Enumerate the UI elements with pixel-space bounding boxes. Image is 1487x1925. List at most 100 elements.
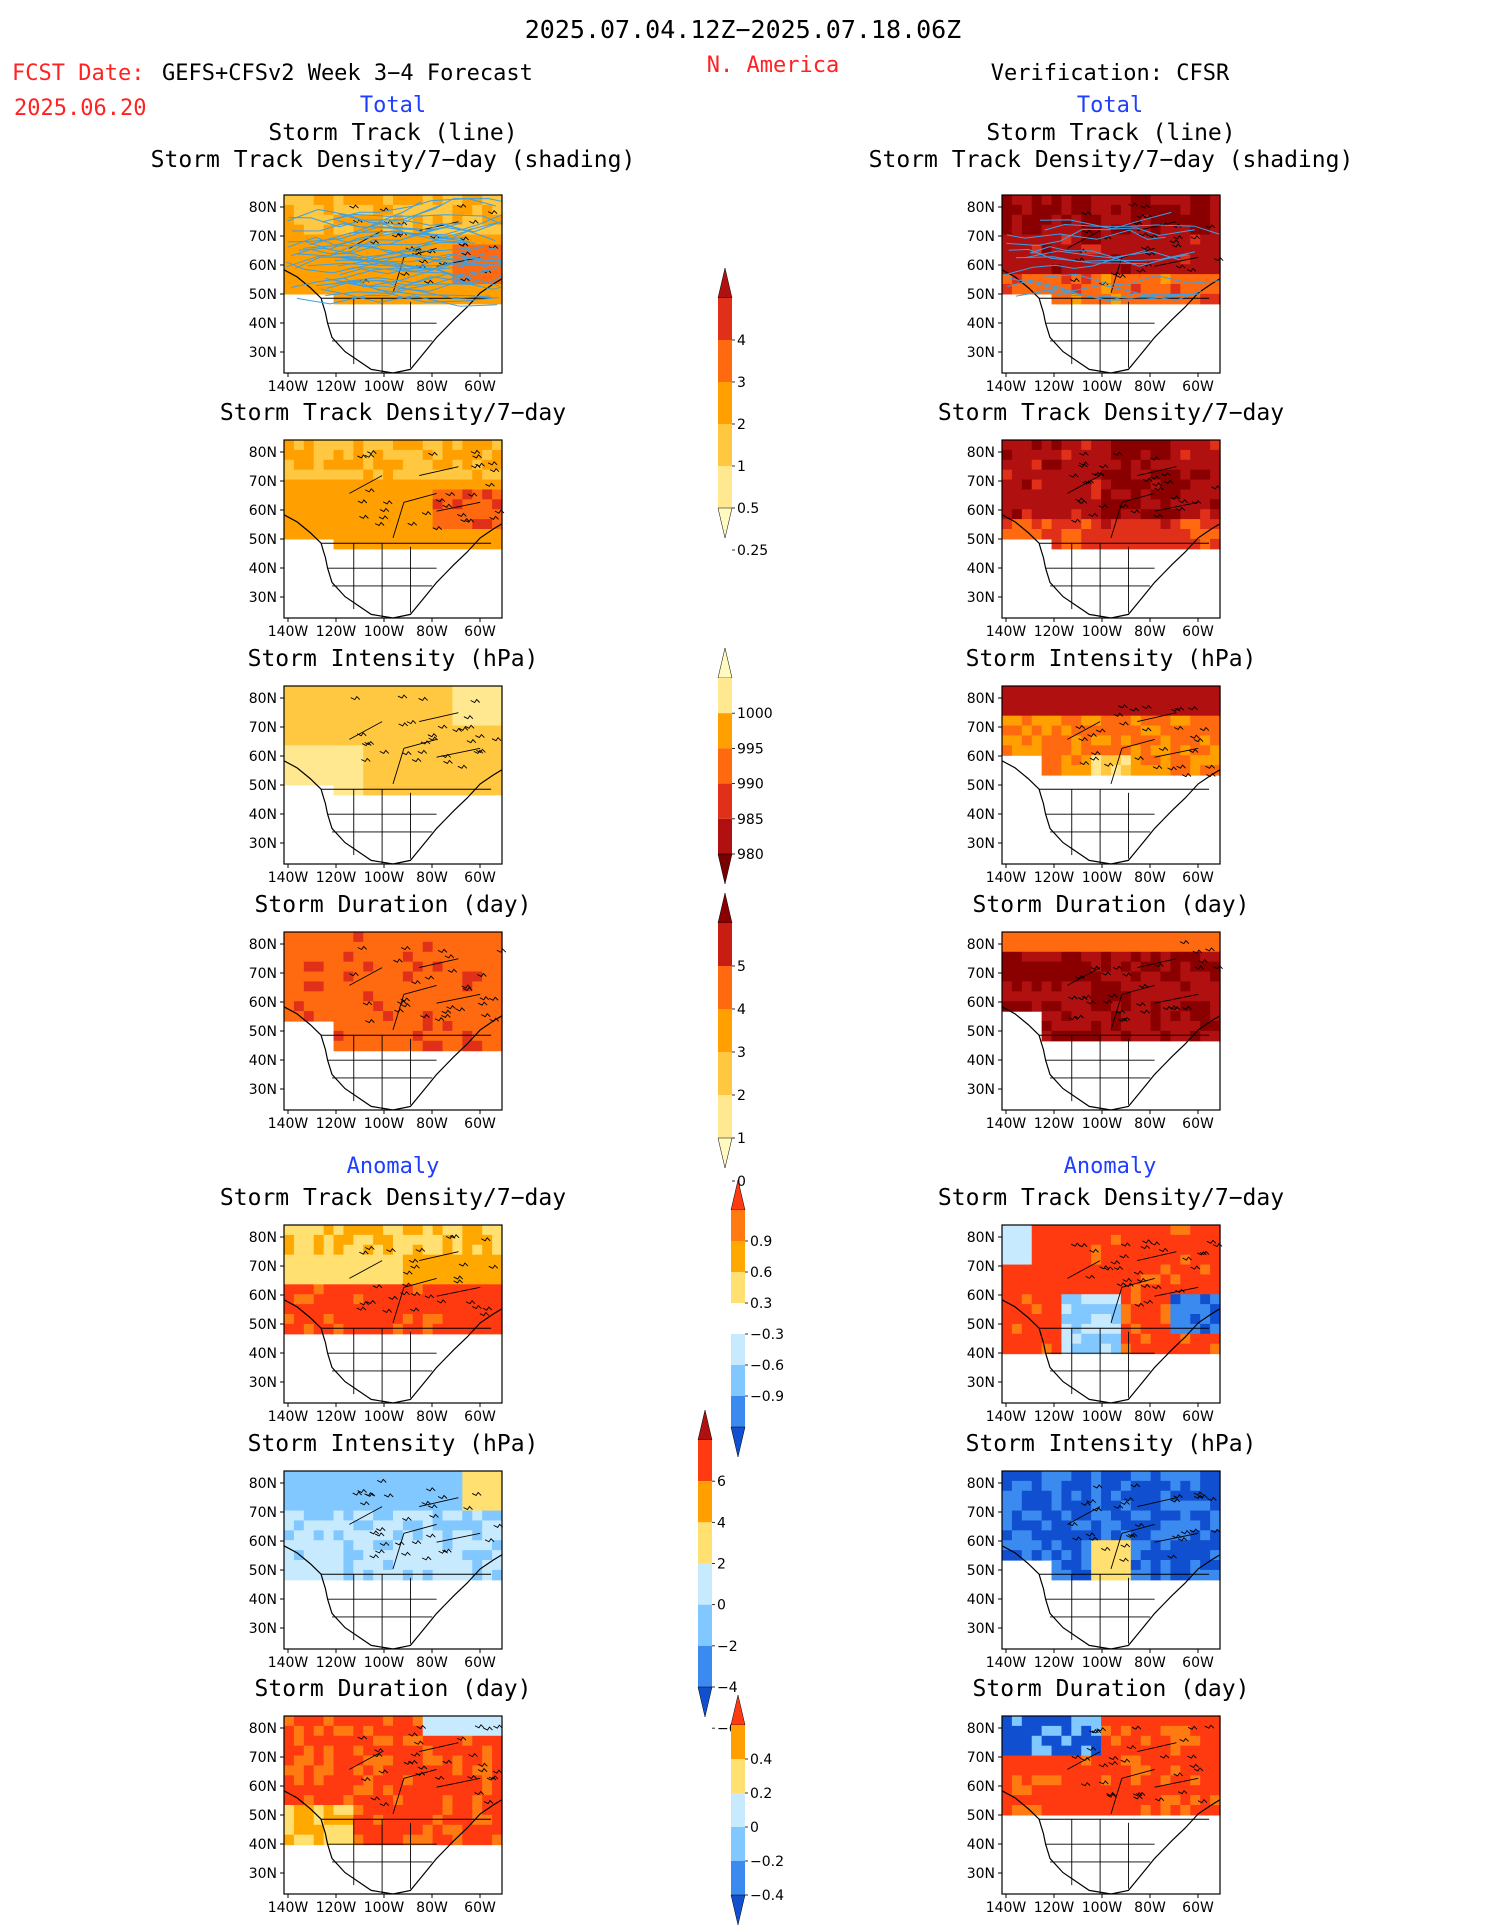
- heat-cell: [353, 449, 364, 461]
- lat-tick-label: 50N: [249, 1024, 277, 1040]
- heat-cell: [1190, 1480, 1201, 1492]
- heat-cell: [422, 686, 434, 697]
- coastline: [492, 1769, 503, 1774]
- heat-cell: [1081, 1264, 1092, 1276]
- heat-cell: [284, 1500, 295, 1512]
- heat-cell: [1061, 745, 1072, 756]
- heat-cell: [363, 1001, 374, 1012]
- heat-cell: [452, 538, 463, 550]
- map-panel-forecast-anom-intensity: [280, 1470, 504, 1653]
- heat-cell: [1120, 1745, 1132, 1757]
- heat-cell: [452, 981, 463, 992]
- heat-cell: [363, 1294, 374, 1305]
- heat-cell: [482, 1716, 493, 1727]
- coastline: [462, 986, 473, 992]
- heat-cell: [363, 538, 374, 550]
- heat-cell: [1071, 509, 1082, 520]
- heat-cell: [1021, 1254, 1033, 1266]
- heat-cell: [1021, 1530, 1033, 1541]
- heat-cell: [442, 735, 454, 746]
- coastline: [1113, 712, 1124, 717]
- heat-cell: [1130, 735, 1142, 746]
- heat-cell: [1091, 254, 1102, 265]
- heat-cell: [1011, 214, 1023, 226]
- heat-cell: [303, 1274, 315, 1285]
- heat-cell: [373, 1314, 384, 1325]
- heat-cell: [1160, 204, 1172, 216]
- boundary-line: [1067, 1751, 1101, 1770]
- heat-cell: [1071, 1560, 1082, 1571]
- coastline: [400, 271, 410, 276]
- colorbar-label: −4: [717, 1680, 738, 1696]
- heat-cell: [1210, 745, 1221, 756]
- heat-cell: [1031, 264, 1043, 275]
- heat-cell: [1051, 254, 1063, 265]
- heat-cell: [1071, 1333, 1082, 1345]
- heat-cell: [1091, 519, 1102, 530]
- coastline: [477, 1001, 488, 1006]
- colorbar-swatch: [718, 424, 732, 466]
- heat-cell: [1130, 244, 1142, 255]
- heat-cell: [1002, 686, 1013, 697]
- heat-cell: [1091, 1550, 1102, 1561]
- heat-cell: [323, 1001, 335, 1012]
- heat-cell: [313, 686, 325, 697]
- heat-cell: [1002, 509, 1013, 520]
- coastline: [1070, 277, 1080, 283]
- heat-cell: [313, 755, 325, 766]
- heat-cell: [393, 1834, 404, 1846]
- heat-cell: [373, 755, 384, 766]
- coastline: [471, 1491, 482, 1497]
- heat-cell: [323, 971, 335, 983]
- colorbar-label: 995: [737, 741, 764, 757]
- heat-cell: [373, 1805, 384, 1816]
- heat-cell: [1120, 284, 1132, 295]
- heat-cell: [383, 1745, 394, 1757]
- colorbar-label: 6: [717, 1474, 726, 1490]
- colorbar-swatch: [718, 1009, 732, 1052]
- heat-cell: [333, 1765, 345, 1776]
- heat-cell: [303, 932, 315, 943]
- heat-cell: [1091, 509, 1102, 520]
- heat-cell: [313, 440, 325, 451]
- heat-cell: [363, 941, 374, 953]
- heat-cell: [353, 1795, 364, 1806]
- heat-cell: [412, 1834, 424, 1846]
- heat-cell: [492, 1021, 503, 1032]
- heat-cell: [452, 1040, 463, 1052]
- coastline: [1136, 1002, 1146, 1007]
- heat-cell: [284, 1234, 295, 1246]
- lat-tick-label: 60N: [249, 749, 277, 765]
- heat-cell: [1002, 1304, 1013, 1315]
- heat-cell: [442, 765, 454, 776]
- heat-cell: [353, 971, 364, 983]
- heat-cell: [1200, 1550, 1211, 1561]
- heat-cell: [1031, 1254, 1043, 1266]
- coastline: [438, 261, 449, 266]
- heat-cell: [432, 1011, 444, 1022]
- heat-cell: [1061, 469, 1072, 481]
- heat-cell: [482, 204, 493, 216]
- heat-cell: [313, 1725, 325, 1737]
- heat-cell: [1031, 1735, 1043, 1747]
- heat-cell: [1002, 1001, 1013, 1012]
- heat-cell: [1140, 961, 1152, 973]
- heat-cell: [1170, 1725, 1181, 1737]
- lat-tick-label: 70N: [967, 1259, 995, 1275]
- heat-cell: [1011, 941, 1023, 953]
- heat-cell: [1160, 981, 1172, 992]
- heat-cell: [1140, 519, 1152, 530]
- heat-cell: [1140, 1001, 1152, 1012]
- colorbar-label: 0: [737, 1174, 746, 1190]
- heat-cell: [492, 1530, 503, 1541]
- heat-cell: [373, 1480, 384, 1492]
- heat-cell: [1190, 991, 1201, 1002]
- coastline: [1108, 1760, 1118, 1766]
- heat-cell: [284, 449, 295, 461]
- coastline: [1075, 257, 1085, 262]
- coastline: [428, 451, 438, 456]
- heat-cell: [402, 1471, 414, 1482]
- heat-cell: [393, 440, 404, 451]
- heat-cell: [1210, 214, 1221, 226]
- heat-cell: [1200, 1765, 1211, 1776]
